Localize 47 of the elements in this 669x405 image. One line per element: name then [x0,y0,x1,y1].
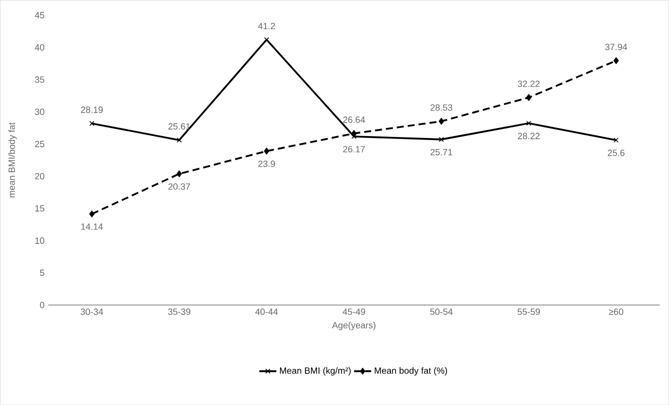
point [438,136,444,142]
data-label: 28.19 [81,106,103,113]
y-tick-label: 0 [40,302,44,308]
x-tick-label: 55-59 [518,308,540,315]
legend-label: Mean BMI (kg/m²) [280,367,351,376]
point [613,57,619,64]
y-tick-label: 5 [40,270,44,276]
data-label: 32.22 [518,80,540,87]
x-tick-label: 45-49 [342,308,366,315]
y-axis-title: mean BMI/body fat [8,122,17,198]
x-tick-label: ≥60 [608,308,624,315]
x-tick-label: 40-44 [255,308,278,315]
x-tick-label: 50-54 [430,308,453,315]
legend-label: Mean body fat (%) [374,367,448,376]
y-tick-label: 20 [35,172,44,180]
point [438,118,444,125]
point [351,134,357,139]
data-label: 26.17 [343,146,365,152]
y-tick-label: 45 [34,12,44,18]
point [264,148,270,154]
data-label: 28.53 [430,104,452,111]
y-tick-label: 15 [35,205,44,212]
point [89,210,95,218]
data-label: 28.22 [518,132,540,140]
data-label: 41.2 [258,22,275,30]
data-label: 37.94 [605,44,628,50]
x-axis-title: Age(years) [332,322,376,330]
y-tick-label: 35 [34,76,44,83]
data-label: 14.14 [81,223,103,230]
data-label: 25.6 [608,150,624,156]
point [614,138,619,143]
data-label: 23.9 [258,160,275,167]
point [176,137,182,143]
point [526,120,532,126]
y-tick-label: 25 [35,140,44,148]
x-tick-label: 30-34 [80,308,104,315]
y-tick-label: 10 [35,237,44,244]
y-tick-label: 40 [34,44,44,51]
data-label: 25.71 [430,148,452,156]
data-label: 26.64 [343,116,365,123]
data-label: 25.61 [168,123,190,130]
point [526,94,532,101]
x-tick-label: 35-39 [168,308,190,315]
y-tick-label: 30 [34,108,44,115]
point [89,120,94,126]
data-label: 20.37 [168,183,190,190]
point [176,170,182,178]
